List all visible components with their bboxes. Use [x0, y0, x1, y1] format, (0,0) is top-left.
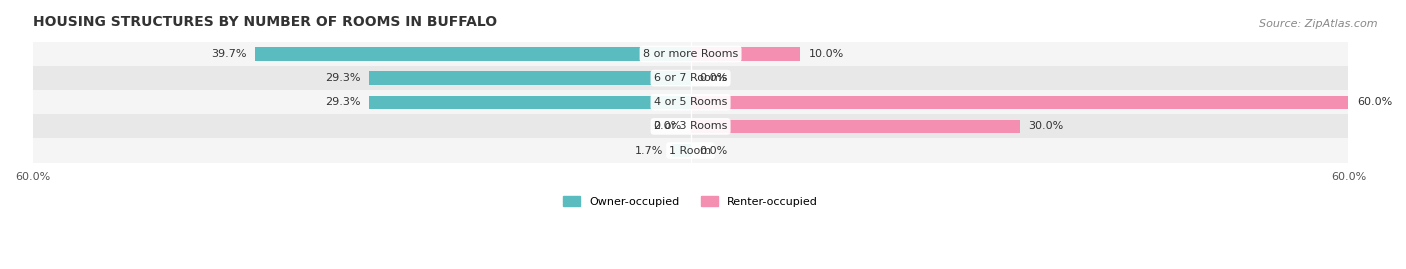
Text: HOUSING STRUCTURES BY NUMBER OF ROOMS IN BUFFALO: HOUSING STRUCTURES BY NUMBER OF ROOMS IN… [32, 15, 496, 29]
Bar [256, 47, 690, 61]
Text: 8 or more Rooms: 8 or more Rooms [643, 49, 738, 59]
Bar [370, 72, 690, 85]
Bar [32, 90, 1348, 114]
Bar [690, 47, 800, 61]
Text: 39.7%: 39.7% [211, 49, 246, 59]
Bar [672, 144, 690, 157]
Text: 4 or 5 Rooms: 4 or 5 Rooms [654, 97, 727, 107]
Text: 2 or 3 Rooms: 2 or 3 Rooms [654, 121, 727, 131]
Bar [370, 95, 690, 109]
Text: 0.0%: 0.0% [699, 146, 727, 155]
Text: 10.0%: 10.0% [808, 49, 844, 59]
Text: 0.0%: 0.0% [699, 73, 727, 83]
Bar [32, 42, 1348, 66]
Text: 60.0%: 60.0% [1357, 97, 1392, 107]
Text: 6 or 7 Rooms: 6 or 7 Rooms [654, 73, 727, 83]
Bar [32, 66, 1348, 90]
Bar [32, 114, 1348, 139]
Text: Source: ZipAtlas.com: Source: ZipAtlas.com [1260, 19, 1378, 29]
Text: 1.7%: 1.7% [634, 146, 664, 155]
Bar [690, 120, 1019, 133]
Text: 29.3%: 29.3% [325, 73, 360, 83]
Text: 29.3%: 29.3% [325, 97, 360, 107]
Bar [690, 95, 1348, 109]
Bar [32, 139, 1348, 162]
Legend: Owner-occupied, Renter-occupied: Owner-occupied, Renter-occupied [558, 192, 823, 211]
Text: 0.0%: 0.0% [654, 121, 682, 131]
Text: 30.0%: 30.0% [1028, 121, 1063, 131]
Text: 1 Room: 1 Room [669, 146, 711, 155]
